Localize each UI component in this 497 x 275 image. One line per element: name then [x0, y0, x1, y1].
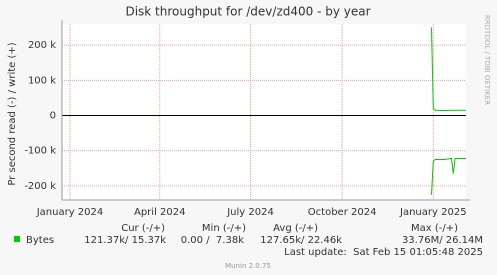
- data-line: [430, 157, 466, 195]
- legend-stat: 127.65k/ 22.46k: [260, 235, 342, 246]
- legend-header: Avg (-/+): [273, 223, 318, 234]
- y-tick-label: 200 k: [28, 40, 56, 51]
- legend-stat: 33.76M/ 26.14M: [402, 235, 483, 246]
- legend-name: Bytes: [26, 235, 54, 246]
- x-tick-label: October 2024: [308, 207, 377, 218]
- x-tick-label: January 2024: [36, 207, 104, 218]
- plot-area: [62, 24, 466, 200]
- x-tick-label: April 2024: [134, 207, 185, 218]
- y-tick-label: 100 k: [28, 75, 56, 86]
- footer: Munin 2.0.75: [225, 262, 271, 270]
- x-tick-label: July 2024: [226, 207, 274, 218]
- last-update: Last update: Sat Feb 15 01:05:48 2025: [284, 247, 483, 258]
- side-label: RRDTOOL / TOBI OETIKER: [483, 15, 491, 105]
- legend-header: Min (-/+): [202, 223, 246, 234]
- legend-swatch: [14, 236, 20, 242]
- y-axis-label: Pr second read (-) / write (+): [7, 42, 18, 185]
- legend-stat: 0.00 / 7.38k: [181, 235, 244, 246]
- legend-stat: 121.37k/ 15.37k: [84, 235, 166, 246]
- chart-title: Disk throughput for /dev/zd400 - by year: [125, 5, 370, 19]
- y-tick-label: -200 k: [24, 181, 56, 192]
- y-tick-label: 0: [50, 111, 56, 122]
- x-tick-label: January 2025: [399, 207, 467, 218]
- y-tick-label: -100 k: [24, 146, 56, 157]
- data-line: [430, 27, 466, 112]
- legend-header: Max (-/+): [411, 223, 458, 234]
- legend-header: Cur (-/+): [121, 223, 165, 234]
